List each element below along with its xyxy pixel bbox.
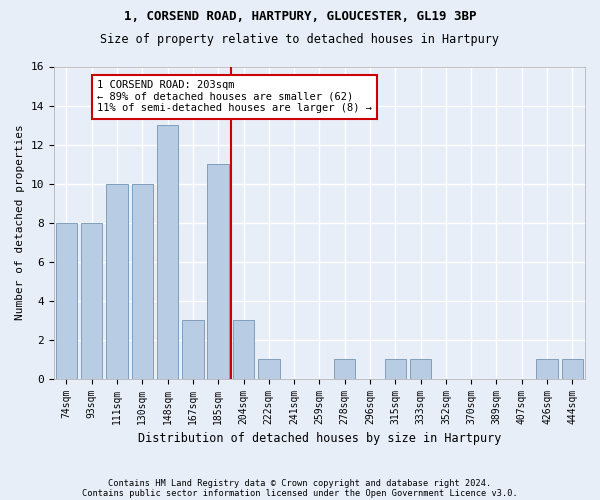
Y-axis label: Number of detached properties: Number of detached properties [15,124,25,320]
Bar [208,164,229,378]
Bar [536,359,558,378]
Bar [233,320,254,378]
Text: Contains public sector information licensed under the Open Government Licence v3: Contains public sector information licen… [82,488,518,498]
Bar [562,359,583,378]
Text: 1, CORSEND ROAD, HARTPURY, GLOUCESTER, GL19 3BP: 1, CORSEND ROAD, HARTPURY, GLOUCESTER, G… [124,10,476,23]
Bar [81,222,103,378]
Bar [258,359,280,378]
Bar [106,184,128,378]
X-axis label: Distribution of detached houses by size in Hartpury: Distribution of detached houses by size … [138,432,501,445]
Bar [410,359,431,378]
Bar [385,359,406,378]
Text: 1 CORSEND ROAD: 203sqm
← 89% of detached houses are smaller (62)
11% of semi-det: 1 CORSEND ROAD: 203sqm ← 89% of detached… [97,80,372,114]
Bar [56,222,77,378]
Text: Size of property relative to detached houses in Hartpury: Size of property relative to detached ho… [101,32,499,46]
Bar [131,184,153,378]
Text: Contains HM Land Registry data © Crown copyright and database right 2024.: Contains HM Land Registry data © Crown c… [109,478,491,488]
Bar [157,125,178,378]
Bar [182,320,203,378]
Bar [334,359,355,378]
